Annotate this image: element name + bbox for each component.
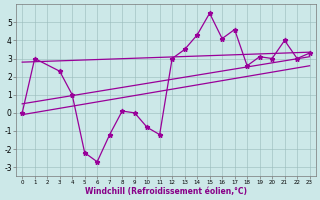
X-axis label: Windchill (Refroidissement éolien,°C): Windchill (Refroidissement éolien,°C) [85,187,247,196]
